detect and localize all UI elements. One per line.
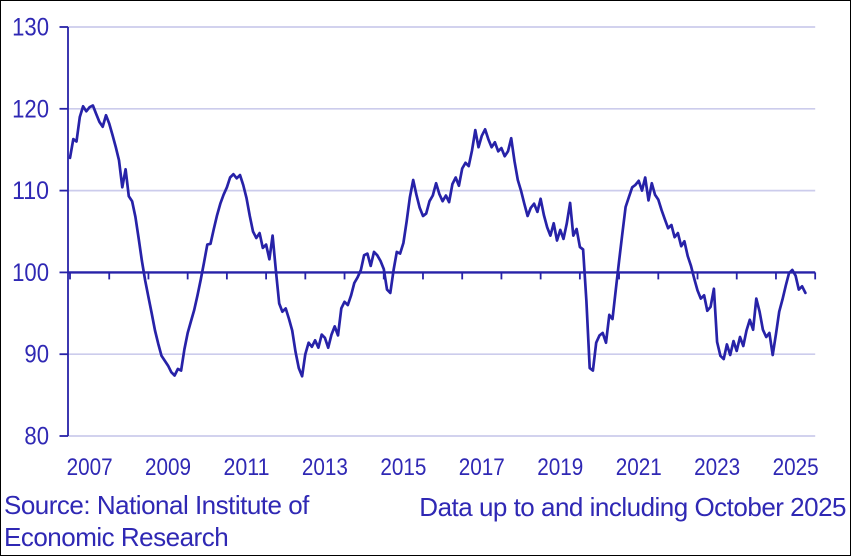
y-tick-label-90: 90 bbox=[24, 341, 49, 369]
x-tick-label-2019: 2019 bbox=[537, 454, 583, 481]
x-tick-label-2025: 2025 bbox=[773, 454, 819, 481]
x-tick-label-2015: 2015 bbox=[380, 454, 426, 481]
y-tick-label-120: 120 bbox=[12, 95, 49, 123]
x-tick-label-2011: 2011 bbox=[223, 454, 269, 481]
x-tick-label-2023: 2023 bbox=[694, 454, 740, 481]
y-tick-label-100: 100 bbox=[12, 259, 49, 287]
x-tick-label-2007: 2007 bbox=[67, 454, 113, 481]
y-tick-label-80: 80 bbox=[24, 423, 49, 451]
series-line-0 bbox=[68, 104, 807, 378]
source-note: Source: National Institute of Economic R… bbox=[4, 490, 309, 552]
x-tick-label-2009: 2009 bbox=[145, 454, 191, 481]
x-tick-label-2017: 2017 bbox=[459, 454, 505, 481]
x-tick-label-2021: 2021 bbox=[616, 454, 662, 481]
y-tick-label-110: 110 bbox=[12, 177, 49, 205]
economic-indicator-line-chart: 130 120 110 100 90 80 2007 2009 2011 2013 2015 2017… bbox=[12, 14, 819, 482]
y-tick-label-130: 130 bbox=[12, 14, 49, 42]
x-tick-label-2013: 2013 bbox=[302, 454, 348, 481]
data-coverage-note: Data up to and including October 2025 bbox=[419, 492, 846, 522]
